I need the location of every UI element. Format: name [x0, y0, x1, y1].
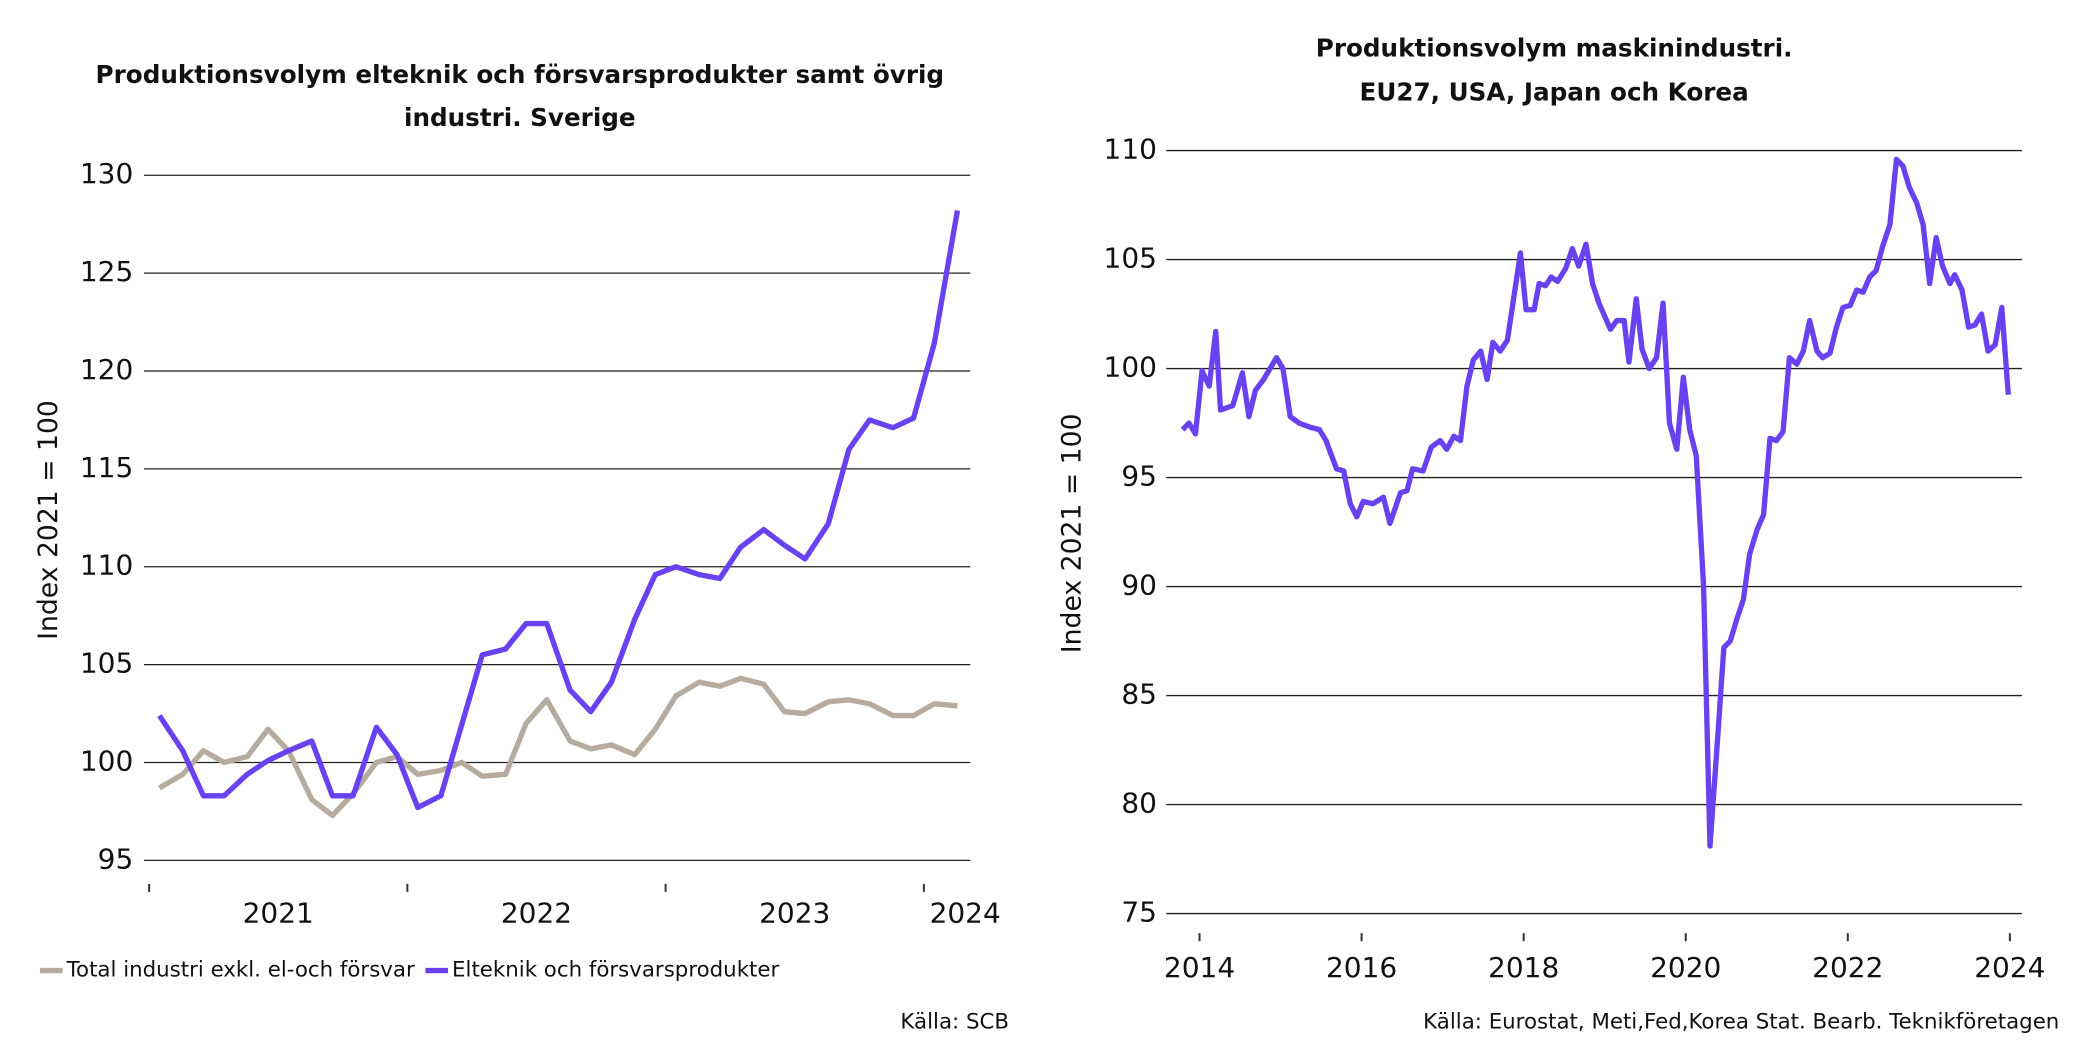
y-axis-label: Index 2021 = 100 — [1056, 413, 1087, 653]
y-tick-label: 110 — [1104, 133, 1157, 166]
chart-title: industri. Sverige — [404, 103, 636, 132]
y-tick-label: 105 — [80, 647, 133, 680]
chart-title: Produktionsvolym maskinindustri. — [1316, 33, 1793, 62]
data-line — [157, 210, 961, 811]
x-tick-label: 2022 — [501, 897, 572, 930]
y-tick-label: 120 — [80, 353, 133, 386]
y-tick-label: 85 — [1121, 678, 1157, 711]
x-tick-label: 2024 — [1974, 951, 2045, 984]
y-axis-label: Index 2021 = 100 — [33, 400, 64, 640]
x-tick-label: 2020 — [1650, 951, 1721, 984]
legend-label: Elteknik och försvarsprodukter — [452, 958, 779, 983]
y-tick-label: 80 — [1121, 787, 1157, 820]
data-line — [158, 675, 958, 819]
x-tick-label: 2018 — [1488, 951, 1559, 984]
source-note: Källa: SCB — [900, 1010, 1009, 1035]
x-tick-label: 2022 — [1812, 951, 1883, 984]
y-tick-label: 110 — [80, 549, 133, 582]
y-tick-label: 75 — [1121, 896, 1157, 929]
legend-label: Total industri exkl. el-och försvar — [66, 958, 415, 983]
x-tick-label: 2021 — [243, 897, 314, 930]
y-tick-label: 100 — [80, 745, 133, 778]
y-tick-label: 100 — [1104, 351, 1157, 384]
y-tick-label: 130 — [80, 157, 133, 190]
y-tick-label: 90 — [1121, 569, 1157, 602]
source-note: Källa: Eurostat, Meti,Fed,Korea Stat. Be… — [1423, 1010, 2059, 1035]
y-tick-label: 95 — [1121, 460, 1157, 493]
y-tick-label: 95 — [98, 842, 134, 875]
x-tick-label: 2023 — [759, 897, 830, 930]
x-tick-label: 2014 — [1164, 951, 1235, 984]
chart-title: Produktionsvolym elteknik och försvarspr… — [96, 60, 945, 89]
x-tick-label: 2024 — [930, 897, 1001, 930]
x-tick-label: 2016 — [1326, 951, 1397, 984]
data-line — [1180, 156, 2011, 849]
y-tick-label: 125 — [80, 255, 133, 288]
chart-title: EU27, USA, Japan och Korea — [1360, 77, 1749, 106]
y-tick-label: 115 — [80, 451, 133, 484]
y-tick-label: 105 — [1104, 242, 1157, 275]
